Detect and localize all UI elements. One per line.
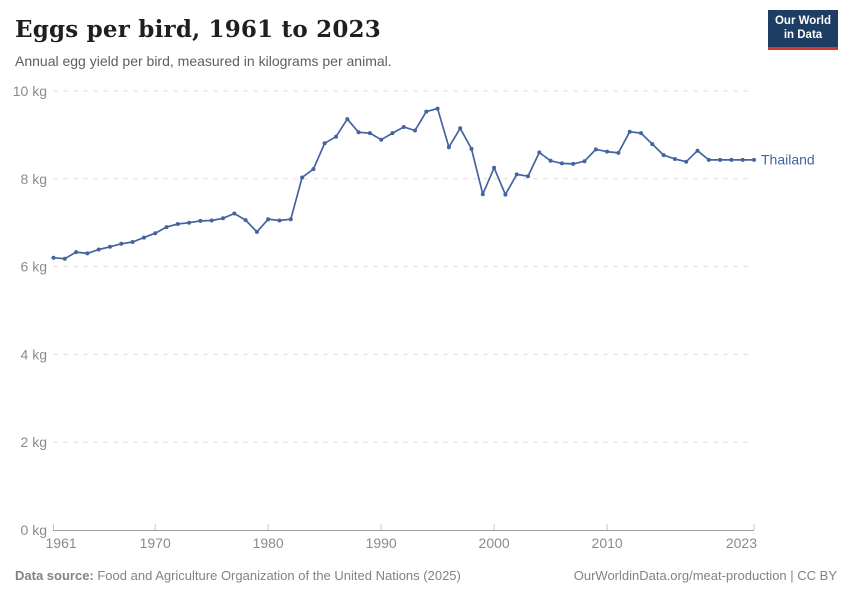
data-point[interactable]: [729, 157, 734, 162]
license-link[interactable]: CC BY: [797, 568, 837, 583]
data-source-text: Food and Agriculture Organization of the…: [93, 568, 461, 583]
data-point[interactable]: [695, 148, 700, 153]
data-point[interactable]: [413, 128, 417, 133]
data-point[interactable]: [96, 247, 101, 252]
data-point[interactable]: [311, 167, 316, 172]
data-point[interactable]: [390, 131, 395, 136]
y-tick-label: 8 kg: [21, 171, 47, 187]
footer-links: OurWorldinData.org/meat-production | CC …: [574, 568, 837, 583]
data-point[interactable]: [661, 153, 666, 158]
data-point[interactable]: [379, 137, 384, 142]
data-point[interactable]: [492, 165, 497, 170]
y-tick-label: 4 kg: [21, 346, 47, 362]
data-source-label: Data source:: [15, 568, 94, 583]
data-point[interactable]: [334, 134, 338, 139]
y-tick-label: 6 kg: [21, 259, 47, 275]
owid-logo[interactable]: Our World in Data: [768, 10, 838, 50]
data-point[interactable]: [503, 192, 508, 197]
data-point[interactable]: [130, 240, 135, 244]
x-tick-label: 2000: [479, 535, 510, 551]
series-label[interactable]: Thailand: [761, 151, 815, 167]
x-tick-label: 1970: [140, 535, 171, 551]
data-point[interactable]: [288, 217, 293, 222]
data-point[interactable]: [593, 147, 598, 152]
data-point[interactable]: [62, 256, 67, 261]
data-point[interactable]: [582, 159, 587, 164]
data-point[interactable]: [401, 125, 406, 129]
data-point[interactable]: [571, 161, 576, 166]
data-point[interactable]: [672, 157, 677, 161]
data-point[interactable]: [175, 222, 180, 226]
data-point[interactable]: [51, 255, 56, 260]
data-point[interactable]: [718, 157, 723, 162]
owid-logo-line1: Our World: [774, 15, 831, 27]
data-point[interactable]: [277, 218, 282, 223]
chart-footer: Data source: Food and Agriculture Organi…: [15, 568, 837, 583]
data-point[interactable]: [514, 172, 519, 177]
data-point[interactable]: [650, 142, 655, 147]
y-tick-label: 2 kg: [21, 434, 47, 450]
data-point[interactable]: [254, 229, 259, 234]
data-point[interactable]: [446, 145, 451, 150]
data-point[interactable]: [480, 192, 485, 197]
x-tick-label: 2023: [726, 535, 757, 551]
data-point[interactable]: [322, 141, 327, 146]
y-tick-label: 0 kg: [21, 522, 47, 538]
data-point[interactable]: [458, 126, 463, 131]
data-point[interactable]: [740, 157, 745, 162]
data-point[interactable]: [435, 106, 440, 111]
data-point[interactable]: [243, 218, 248, 223]
data-point[interactable]: [639, 131, 643, 136]
data-point[interactable]: [198, 218, 203, 223]
footer-separator: |: [786, 568, 798, 583]
data-point[interactable]: [141, 235, 146, 240]
data-point[interactable]: [616, 150, 621, 155]
data-point[interactable]: [345, 117, 350, 122]
page-title: Eggs per bird, 1961 to 2023: [15, 16, 381, 43]
data-point[interactable]: [153, 231, 158, 236]
data-point[interactable]: [548, 158, 553, 163]
x-tick-label: 1961: [46, 535, 77, 551]
data-point[interactable]: [300, 175, 305, 180]
data-line[interactable]: [52, 107, 755, 260]
data-point[interactable]: [627, 129, 632, 134]
owid-logo-line2: in Data: [783, 28, 823, 41]
data-point[interactable]: [164, 225, 169, 230]
data-point[interactable]: [706, 157, 711, 162]
owid-url-link[interactable]: OurWorldinData.org/meat-production: [573, 568, 787, 583]
x-tick-label: 2010: [592, 535, 623, 551]
data-point[interactable]: [605, 149, 610, 154]
data-point[interactable]: [424, 109, 429, 114]
data-point[interactable]: [74, 250, 79, 255]
data-point[interactable]: [367, 131, 372, 136]
data-point[interactable]: [752, 157, 756, 162]
x-tick-label: 1990: [366, 535, 397, 551]
data-point[interactable]: [537, 150, 542, 155]
y-tick-label: 10 kg: [13, 83, 47, 99]
data-point[interactable]: [526, 174, 530, 179]
chart-subtitle: Annual egg yield per bird, measured in k…: [15, 53, 392, 69]
data-point[interactable]: [119, 241, 124, 246]
data-point[interactable]: [209, 218, 214, 223]
data-point[interactable]: [266, 217, 271, 222]
data-point[interactable]: [85, 251, 90, 256]
x-tick-label: 1980: [253, 535, 284, 551]
data-point[interactable]: [187, 220, 192, 225]
data-point[interactable]: [108, 244, 112, 249]
data-point[interactable]: [469, 146, 474, 151]
data-point[interactable]: [356, 130, 361, 135]
data-point[interactable]: [559, 161, 564, 166]
data-point[interactable]: [684, 159, 689, 164]
data-point[interactable]: [232, 211, 237, 216]
data-source: Data source: Food and Agriculture Organi…: [15, 568, 461, 583]
data-point[interactable]: [221, 216, 225, 221]
